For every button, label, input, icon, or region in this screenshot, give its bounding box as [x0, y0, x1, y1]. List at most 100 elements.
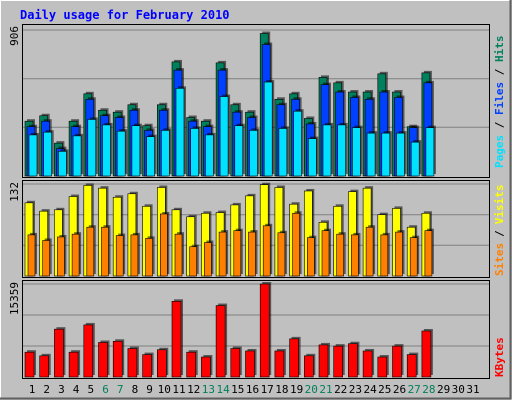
sites-bar-day-13 — [204, 240, 214, 277]
day-label-13: 13 — [202, 383, 215, 396]
pages-bar-day-6 — [102, 122, 113, 177]
legend-hits: Hits — [493, 36, 506, 63]
pages-bar-day-9 — [146, 134, 157, 177]
day-label-10: 10 — [158, 383, 171, 396]
pages-bar-day-7 — [116, 129, 128, 177]
chart-title: Daily usage for February 2010 — [20, 8, 230, 22]
pages-bar-day-3 — [58, 149, 69, 177]
pages-bar-day-13 — [205, 132, 216, 177]
kbytes-bar-day-22 — [333, 344, 345, 378]
day-label-30: 30 — [452, 383, 465, 396]
pages-bar-day-28 — [425, 125, 436, 177]
pages-bar-day-8 — [131, 123, 142, 177]
day-label-4: 4 — [73, 383, 80, 396]
sites-bar-day-4 — [71, 232, 82, 277]
day-label-22: 22 — [334, 383, 347, 396]
day-label-3: 3 — [58, 383, 65, 396]
pages-bar-day-25 — [381, 131, 392, 177]
day-label-16: 16 — [246, 383, 259, 396]
sites-bar-day-7 — [115, 233, 126, 277]
kbytes-bar-day-19 — [289, 336, 301, 378]
sites-bar-day-15 — [233, 228, 243, 277]
kbytes-bar-day-2 — [39, 353, 51, 378]
pages-bar-day-16 — [249, 128, 260, 177]
kbytes-bar-day-13 — [201, 355, 213, 378]
sites-bar-day-12 — [189, 244, 199, 277]
day-label-9: 9 — [146, 383, 153, 396]
pages-bar-day-15 — [234, 123, 245, 177]
day-label-27: 27 — [408, 383, 421, 396]
hits-panel-frame — [22, 24, 490, 178]
day-label-7: 7 — [117, 383, 124, 396]
pages-bar-day-20 — [307, 136, 319, 177]
kbytes-bar-day-9 — [142, 352, 154, 378]
day-label-23: 23 — [349, 383, 362, 396]
kbytes-bar-day-28 — [421, 328, 433, 378]
day-label-29: 29 — [437, 383, 450, 396]
sites-bar-day-21 — [321, 228, 331, 277]
visits-panel-legend: Sites / Visits — [493, 185, 506, 277]
sites-bar-day-10 — [160, 211, 170, 277]
hits-ymax-label: 906 — [8, 26, 21, 46]
day-label-18: 18 — [275, 383, 288, 396]
kbytes-bar-day-10 — [157, 347, 169, 378]
kbytes-bar-day-18 — [274, 348, 286, 378]
visits-ymax-label: 132 — [8, 182, 21, 202]
hits-panel-legend: Pages / Files / Hits — [493, 36, 506, 169]
day-label-6: 6 — [102, 383, 109, 396]
sites-bar-day-1 — [27, 232, 37, 277]
pages-bar-day-17 — [263, 80, 275, 177]
kbytes-panel-frame — [22, 280, 490, 379]
kbytes-bar-day-27 — [406, 352, 419, 378]
pages-bar-day-23 — [352, 125, 363, 177]
kbytes-bar-day-8 — [127, 346, 139, 378]
day-label-28: 28 — [422, 383, 435, 396]
day-label-21: 21 — [319, 383, 332, 396]
legend-pages: Pages — [493, 135, 506, 168]
pages-bar-day-26 — [396, 131, 407, 177]
kbytes-bar-day-5 — [83, 322, 95, 378]
pages-bar-day-24 — [366, 131, 378, 177]
pages-bar-day-27 — [410, 140, 422, 177]
legend-files: Files — [493, 82, 506, 115]
sites-bar-day-20 — [306, 235, 317, 277]
kbytes-bar-day-16 — [245, 348, 257, 378]
kbytes-bar-day-1 — [24, 350, 36, 378]
legend-separator-3: / — [493, 230, 506, 237]
day-label-19: 19 — [290, 383, 303, 396]
day-label-1: 1 — [29, 383, 36, 396]
legend-separator-2: / — [493, 62, 506, 82]
pages-bar-day-1 — [28, 132, 39, 177]
sites-bar-day-3 — [57, 234, 67, 277]
pages-bar-day-22 — [337, 122, 348, 177]
kbytes-bar-day-21 — [318, 342, 330, 378]
kbytes-bar-day-17 — [259, 282, 272, 378]
day-label-11: 11 — [172, 383, 185, 396]
sites-bar-day-27 — [409, 235, 420, 277]
sites-bar-day-9 — [145, 236, 155, 277]
pages-bar-day-5 — [87, 117, 98, 177]
pages-bar-day-19 — [293, 109, 304, 177]
sites-bar-day-16 — [248, 230, 258, 277]
day-label-26: 26 — [393, 383, 406, 396]
kbytes-ymax-label: 15359 — [8, 282, 21, 315]
kbytes-bar-day-4 — [68, 350, 81, 378]
kbytes-bar-day-7 — [112, 339, 125, 378]
visits-panel-frame — [22, 180, 490, 278]
legend-separator-1: / — [493, 115, 506, 135]
sites-bar-day-14 — [218, 230, 229, 277]
sites-bar-day-19 — [292, 211, 302, 277]
sites-bar-day-17 — [262, 223, 273, 277]
kbytes-bar-day-6 — [98, 340, 110, 378]
sites-bar-day-8 — [130, 232, 140, 277]
kbytes-bars — [24, 282, 433, 378]
day-label-12: 12 — [187, 383, 200, 396]
sites-bar-day-28 — [424, 228, 434, 277]
day-label-17: 17 — [261, 383, 274, 396]
legend-sites: Sites — [493, 243, 506, 276]
day-label-14: 14 — [216, 383, 230, 396]
kbytes-bar-day-14 — [215, 303, 228, 378]
day-label-15: 15 — [231, 383, 244, 396]
sites-bar-day-18 — [277, 230, 287, 277]
